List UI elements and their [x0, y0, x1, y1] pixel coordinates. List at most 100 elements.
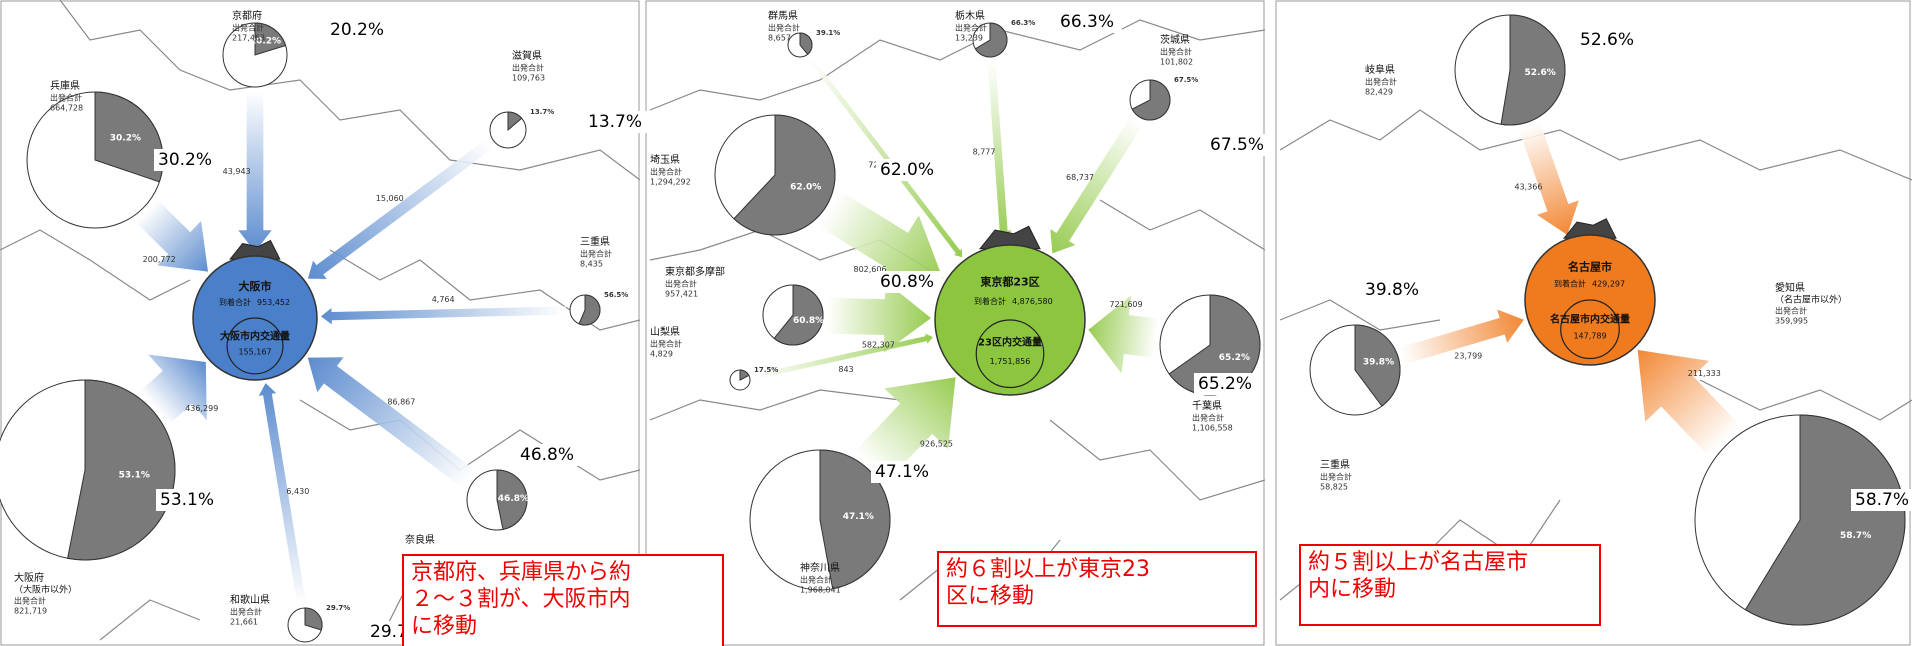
- total-label: 出発合計: [1775, 306, 1807, 316]
- pie-wedge: [1744, 414, 1906, 626]
- flow-arrow: [1050, 116, 1144, 254]
- note-line: 京都府、兵庫県から約: [411, 560, 631, 585]
- origin-name: 奈良県: [405, 533, 435, 546]
- flow-label: 582,307: [862, 340, 895, 349]
- flow-arrow: [1399, 309, 1524, 365]
- pie-wedge: [578, 294, 601, 326]
- pie-wedge: [496, 469, 528, 530]
- total-value: 957,421: [665, 290, 698, 299]
- total-label: 出発合計: [650, 339, 682, 349]
- origin-name: 山梨県: [650, 325, 680, 338]
- pie-label: 39.1%: [816, 29, 840, 37]
- total-label: 出発合計: [768, 23, 800, 33]
- share-callout: 30.2%: [158, 150, 212, 170]
- pie-label: 65.2%: [1219, 353, 1250, 363]
- share-callout: 67.5%: [1210, 135, 1264, 155]
- flow-arrows: [753, 56, 1159, 482]
- share-callout: 20.2%: [330, 20, 384, 40]
- note-line: 区に移動: [946, 584, 1034, 609]
- hub-inner-name: 23区内交通量: [978, 336, 1042, 349]
- hub-arrival: 4,876,580: [1012, 297, 1053, 306]
- origin-name: 大阪府: [14, 571, 44, 584]
- hub-name: 名古屋市: [1568, 260, 1612, 274]
- share-callout: 65.2%: [1198, 374, 1252, 394]
- hub-arrival-label: 到着合計: [974, 296, 1006, 306]
- note-line: ２～３割が、大阪市内: [411, 587, 631, 612]
- flow-arrow: [1637, 349, 1741, 457]
- flow-arrow: [307, 138, 494, 279]
- flow-arrow: [855, 377, 956, 482]
- flow-label: 721,609: [1110, 300, 1143, 309]
- pie-label: 17.5%: [754, 366, 778, 374]
- flow-arrow: [1088, 295, 1159, 374]
- total-value: 821,719: [14, 607, 47, 616]
- share-callout: 60.8%: [880, 272, 934, 292]
- flow-arrow: [135, 199, 209, 272]
- flow-arrow: [238, 91, 272, 252]
- flow-label: 4,764: [432, 295, 455, 304]
- share-box: [1361, 279, 1427, 301]
- pie-label: 62.0%: [790, 183, 821, 193]
- total-value: 1,106,558: [1192, 424, 1233, 433]
- total-value: 664,728: [50, 104, 83, 113]
- hub-arrival-label: 到着合計: [219, 297, 251, 307]
- total-value: 4,829: [650, 350, 673, 359]
- pie-wedge: [66, 379, 176, 561]
- flow-label: 843: [838, 365, 853, 374]
- total-label: 出発合計: [1192, 413, 1224, 423]
- share-box: [1576, 29, 1642, 51]
- total-value: 359,995: [1775, 317, 1808, 326]
- flow-label: 926,525: [920, 439, 953, 448]
- origin-name-sub: （名古屋市以外）: [1775, 294, 1847, 306]
- share-box: [1194, 373, 1260, 395]
- share-box: [1206, 134, 1272, 156]
- origin-name: 愛知県: [1775, 281, 1805, 294]
- pie-label: 52.6%: [1525, 68, 1556, 78]
- total-value: 21,661: [230, 618, 258, 627]
- origin-name: 兵庫県: [50, 79, 80, 92]
- panel: 72639.1%群馬県出発合計8,6578,77766.3%栃木県出発合計13,…: [650, 9, 1272, 627]
- pie-wedge: [1500, 14, 1566, 126]
- share-box: [584, 111, 650, 133]
- origin-name: 埼玉県: [650, 153, 680, 166]
- total-label: 出発合計: [232, 23, 264, 33]
- hub-inner-name: 大阪市内交通量: [220, 330, 290, 343]
- note-box: [1299, 544, 1601, 626]
- pie-wedge: [1131, 79, 1171, 121]
- flow-label: 802,606: [853, 265, 886, 274]
- total-value: 217,463: [232, 34, 265, 43]
- flow-arrow: [987, 60, 1012, 242]
- total-value: 101,802: [1160, 58, 1193, 67]
- pie-wedge: [304, 607, 323, 631]
- flow-arrow: [320, 306, 567, 325]
- total-label: 出発合計: [650, 167, 682, 177]
- origin-name: 和歌山県: [230, 593, 270, 606]
- share-box: [156, 489, 222, 511]
- flow-label: 43,943: [223, 167, 251, 176]
- total-label: 出発合計: [665, 279, 697, 289]
- origin-name: 三重県: [580, 235, 610, 248]
- origin-name: 神奈川県: [800, 561, 840, 574]
- flow-label: 8,777: [973, 148, 996, 157]
- flow-label: 200,772: [143, 255, 176, 264]
- total-label: 出発合計: [14, 596, 46, 606]
- total-value: 109,763: [512, 74, 545, 83]
- origin-name: 茨城県: [1160, 33, 1190, 46]
- pie-label: 66.3%: [1011, 19, 1035, 27]
- pie-label: 67.5%: [1174, 76, 1198, 84]
- share-callout: 47.1%: [875, 462, 929, 482]
- share-callout: 53.1%: [160, 490, 214, 510]
- flow-arrow: [826, 281, 932, 353]
- pie-label: 46.8%: [498, 494, 529, 504]
- note-line: 内に移動: [1308, 577, 1396, 602]
- total-label: 出発合計: [1160, 47, 1192, 57]
- share-callout: 58.7%: [1855, 490, 1909, 510]
- pie-wedge: [733, 114, 836, 236]
- hub-inner: [226, 317, 284, 375]
- pie-wedge: [773, 284, 824, 346]
- origin-name: 滋賀県: [512, 49, 542, 62]
- note-line: に移動: [411, 614, 477, 639]
- share-box: [154, 149, 220, 171]
